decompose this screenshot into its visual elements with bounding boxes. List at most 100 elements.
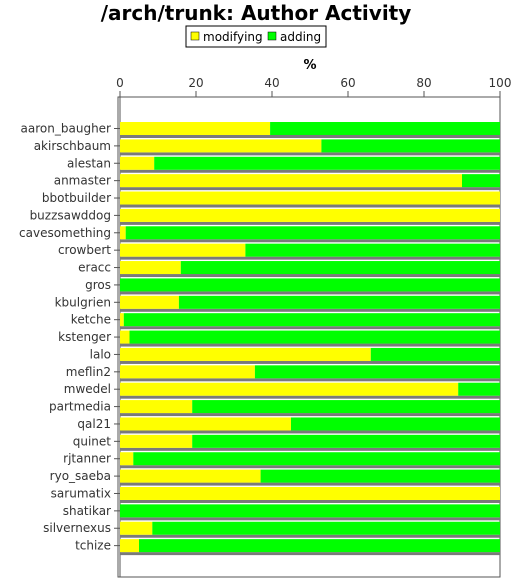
bar-adding xyxy=(133,452,501,466)
category-label: alestan xyxy=(67,156,111,170)
bar-shadow xyxy=(120,447,500,451)
bar-modifying xyxy=(120,261,181,275)
legend-swatch-modifying xyxy=(190,31,200,41)
bar-modifying xyxy=(120,521,153,535)
category-label: crowbert xyxy=(58,243,111,257)
x-axis-title: % xyxy=(303,58,316,73)
bar-shadow xyxy=(120,465,500,469)
bar-adding xyxy=(192,400,500,414)
category-label: anmaster xyxy=(54,174,111,188)
bar-shadow xyxy=(120,274,500,278)
legend-swatch-adding xyxy=(267,31,277,41)
bar-shadow xyxy=(120,499,500,503)
bar-adding xyxy=(192,434,500,448)
bar-adding xyxy=(462,174,500,188)
bar-modifying xyxy=(120,365,255,379)
category-label: rjtanner xyxy=(63,452,111,466)
bar-shadow xyxy=(120,256,500,260)
bar-adding xyxy=(458,382,500,396)
bar-modifying xyxy=(120,191,500,205)
category-label: silvernexus xyxy=(43,521,111,535)
bar-shadow xyxy=(120,308,500,312)
x-axis-ticks: 0 20 40 60 80 100 xyxy=(116,76,511,97)
bar-shadow xyxy=(120,343,500,347)
category-label: partmedia xyxy=(49,400,111,414)
legend-label-adding: adding xyxy=(280,30,321,44)
bar-adding xyxy=(245,243,500,257)
x-tick-label: 40 xyxy=(264,76,279,90)
bar-shadow xyxy=(120,239,500,243)
bar-shadow xyxy=(120,135,500,138)
bar-adding xyxy=(139,539,500,553)
bar-adding xyxy=(291,417,500,431)
bar-shadow xyxy=(120,204,500,208)
legend-box xyxy=(185,25,327,48)
x-tick-label: 0 xyxy=(116,76,124,90)
x-tick-label: 80 xyxy=(416,76,431,90)
legend: modifying adding xyxy=(185,25,327,48)
category-label: meflin2 xyxy=(66,365,111,379)
bar-modifying xyxy=(120,486,500,500)
bar-shadow xyxy=(120,187,500,191)
category-labels: aaron_baugher akirschbaum alestan anmaster b… xyxy=(19,122,120,553)
bar-adding xyxy=(178,295,500,309)
bar-modifying xyxy=(120,434,193,448)
legend-label-modifying: modifying xyxy=(203,30,263,44)
bar-shadow xyxy=(120,395,500,399)
bar-adding xyxy=(120,278,500,292)
bar-modifying xyxy=(120,469,261,483)
bar-modifying xyxy=(120,122,271,135)
bar-adding xyxy=(129,330,500,344)
bar-shadow xyxy=(120,378,500,382)
category-label: kbulgrien xyxy=(55,295,111,309)
x-tick-label: 20 xyxy=(188,76,203,90)
bar-adding xyxy=(120,504,500,518)
bars xyxy=(120,122,501,556)
category-label: sarumatix xyxy=(51,486,111,500)
bar-adding xyxy=(154,156,500,170)
x-tick-label: 60 xyxy=(340,76,355,90)
bar-modifying xyxy=(120,313,124,327)
bar-modifying xyxy=(120,208,500,222)
category-label: aaron_baugher xyxy=(21,122,112,136)
bar-adding xyxy=(370,347,500,361)
bar-shadow xyxy=(120,413,500,417)
bar-modifying xyxy=(120,347,371,361)
category-label: shatikar xyxy=(63,504,111,518)
bar-adding xyxy=(260,469,500,483)
category-label: qal21 xyxy=(77,417,111,431)
bar-shadow xyxy=(120,360,500,364)
category-label: lalo xyxy=(90,347,111,361)
category-label: ryo_saeba xyxy=(50,469,111,483)
bar-shadow xyxy=(120,169,500,173)
bar-modifying xyxy=(120,156,155,170)
category-label: akirschbaum xyxy=(34,139,111,153)
bar-adding xyxy=(254,365,500,379)
bar-modifying xyxy=(120,417,291,431)
bar-adding xyxy=(125,226,500,240)
category-label: bbotbuilder xyxy=(42,191,111,205)
bar-shadow xyxy=(120,221,500,225)
bar-shadow xyxy=(120,291,500,295)
bar-modifying xyxy=(120,330,130,344)
bar-modifying xyxy=(120,452,134,466)
bar-shadow xyxy=(120,534,500,538)
bar-modifying xyxy=(120,139,322,153)
category-label: eracc xyxy=(78,261,111,275)
bar-modifying xyxy=(120,243,246,257)
bar-modifying xyxy=(120,174,462,188)
bar-adding xyxy=(123,313,501,327)
category-label: buzzsawddog xyxy=(30,208,111,222)
bar-shadow xyxy=(120,552,500,556)
bar-shadow xyxy=(120,517,500,521)
category-label: cavesomething xyxy=(19,226,111,240)
category-label: gros xyxy=(85,278,111,292)
bar-adding xyxy=(180,261,501,275)
bar-shadow xyxy=(120,430,500,434)
bar-modifying xyxy=(120,400,193,414)
bar-modifying xyxy=(120,539,139,553)
bar-shadow xyxy=(120,326,500,330)
category-label: ketche xyxy=(71,313,111,327)
bar-adding xyxy=(152,521,501,535)
